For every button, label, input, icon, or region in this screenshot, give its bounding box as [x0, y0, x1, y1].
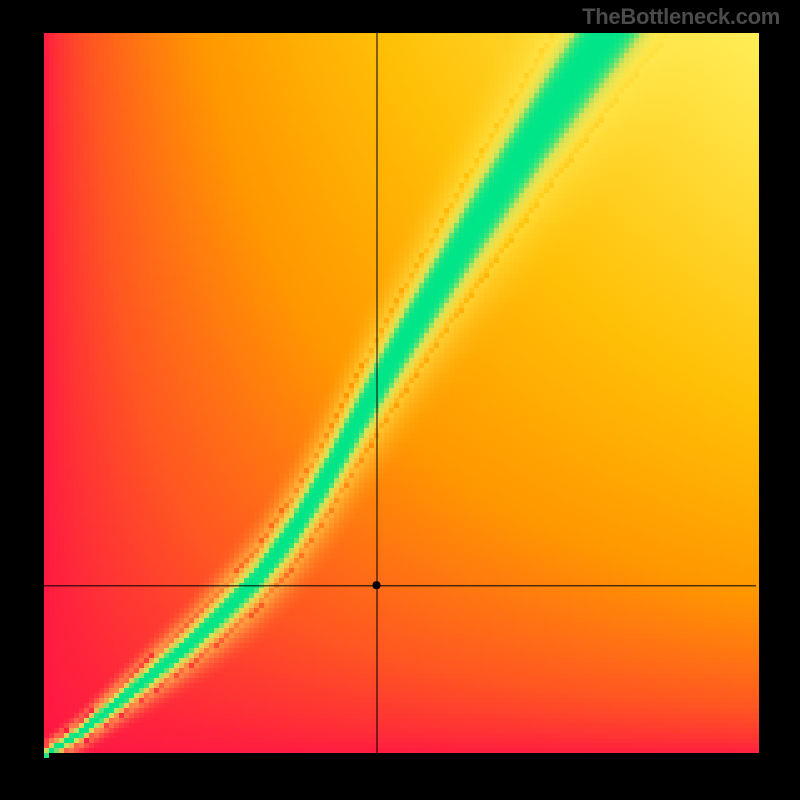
watermark-text: TheBottleneck.com [582, 4, 780, 30]
bottleneck-heatmap [0, 0, 800, 800]
